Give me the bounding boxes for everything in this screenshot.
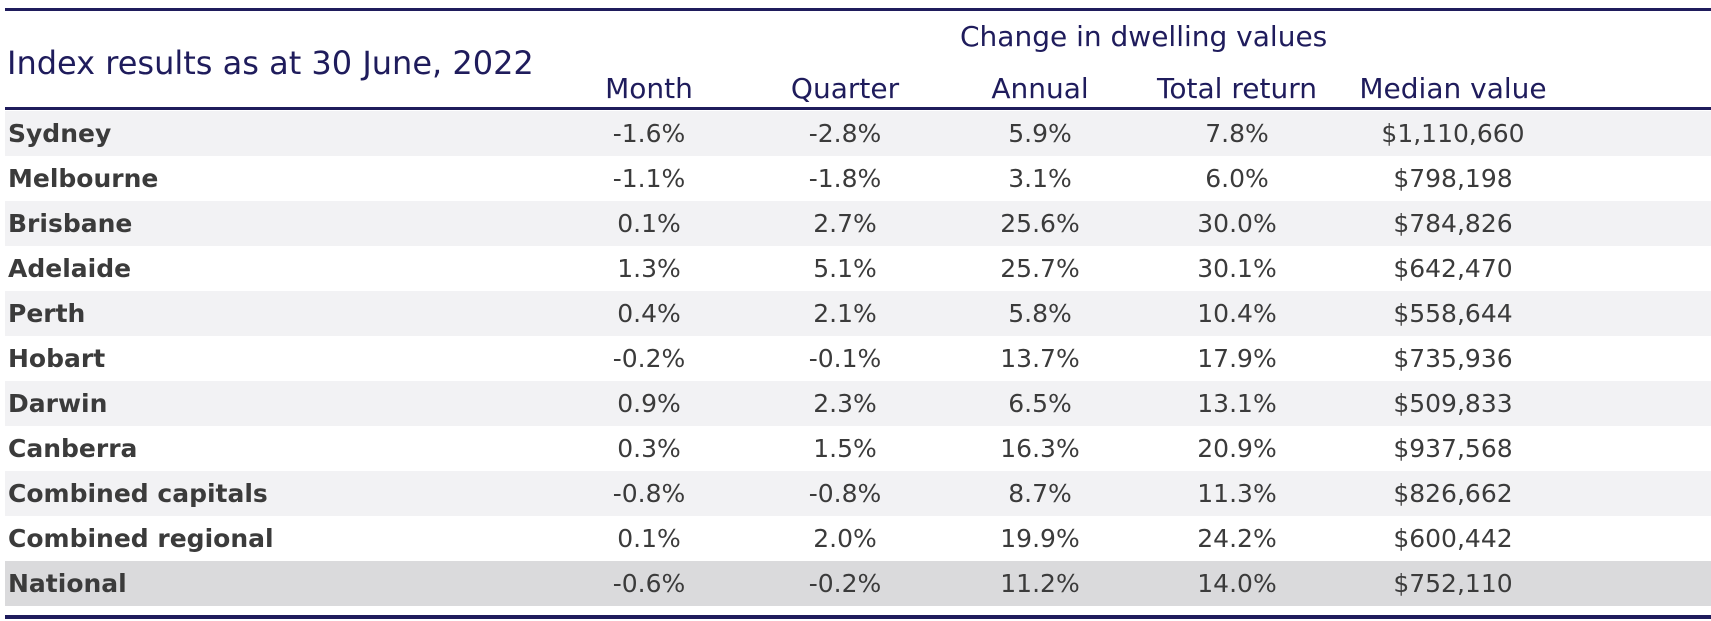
table-row: National -0.6% -0.2% 11.2% 14.0% $752,110 [5,561,1711,606]
table-cell: 25.6% [1000,209,1080,238]
table-cell: $509,833 [1393,389,1513,418]
table-row: Combined capitals -0.8% -0.8% 8.7% 11.3% $826… [5,471,1711,516]
row-label: Canberra [8,434,138,463]
table-body: Sydney -1.6% -2.8% 5.9% 7.8% $1,110,660 Melbou… [5,111,1711,606]
row-label: Melbourne [8,164,159,193]
header-rule [5,107,1711,110]
row-label: Adelaide [8,254,132,283]
row-label: Perth [8,299,86,328]
table-row: Perth 0.4% 2.1% 5.8% 10.4% $558,644 [5,291,1711,336]
table-row: Brisbane 0.1% 2.7% 25.6% 30.0% $784,826 [5,201,1711,246]
table-cell: $600,442 [1393,524,1513,553]
table-cell: $642,470 [1393,254,1513,283]
table-cell: 2.0% [813,524,877,553]
table-cell: $826,662 [1393,479,1513,508]
table-cell: 2.3% [813,389,877,418]
table-row: Canberra 0.3% 1.5% 16.3% 20.9% $937,568 [5,426,1711,471]
table-cell: -0.6% [612,569,686,598]
table-cell: 1.5% [813,434,877,463]
table-cell: 0.1% [617,524,681,553]
table-cell: 16.3% [1000,434,1080,463]
table-cell: 2.7% [813,209,877,238]
table-cell: $752,110 [1393,569,1513,598]
table-cell: 8.7% [1008,479,1072,508]
table-title: Index results as at 30 June, 2022 [7,44,534,82]
table-cell: $798,198 [1393,164,1513,193]
table-cell: $558,644 [1393,299,1513,328]
table-row: Darwin 0.9% 2.3% 6.5% 13.1% $509,833 [5,381,1711,426]
table-cell: -0.8% [612,479,686,508]
table-cell: 7.8% [1205,119,1269,148]
row-label: National [8,569,127,598]
table-cell: $937,568 [1393,434,1513,463]
table-cell: 5.8% [1008,299,1072,328]
table-cell: -0.1% [808,344,882,373]
table-cell: 13.7% [1000,344,1080,373]
column-header: Median value [1359,72,1547,105]
table-cell: 0.1% [617,209,681,238]
table-row: Hobart -0.2% -0.1% 13.7% 17.9% $735,936 [5,336,1711,381]
table-cell: $735,936 [1393,344,1513,373]
table-cell: 3.1% [1008,164,1072,193]
table-cell: $784,826 [1393,209,1513,238]
table-top-rule [5,8,1711,11]
table-cell: 17.9% [1197,344,1277,373]
row-label: Combined capitals [8,479,268,508]
column-group-header: Change in dwelling values [960,20,1328,53]
table-cell: 14.0% [1197,569,1277,598]
table-cell: 11.2% [1000,569,1080,598]
column-header: Quarter [790,72,900,105]
table-cell: -1.1% [612,164,686,193]
table-cell: 10.4% [1197,299,1277,328]
table-cell: -0.2% [612,344,686,373]
column-header: Month [605,72,693,105]
table-cell: 6.0% [1205,164,1269,193]
table-cell: 25.7% [1000,254,1080,283]
table-cell: 13.1% [1197,389,1277,418]
table-cell: 6.5% [1008,389,1072,418]
table-cell: 0.9% [617,389,681,418]
table-cell: -0.8% [808,479,882,508]
table-row: Sydney -1.6% -2.8% 5.9% 7.8% $1,110,660 [5,111,1711,156]
row-label: Darwin [8,389,108,418]
table-cell: 20.9% [1197,434,1277,463]
column-header: Total return [1157,72,1317,105]
row-label: Hobart [8,344,106,373]
table-cell: 2.1% [813,299,877,328]
table-cell: 5.1% [813,254,877,283]
table-cell: -2.8% [808,119,882,148]
table-cell: 0.4% [617,299,681,328]
table-row: Melbourne -1.1% -1.8% 3.1% 6.0% $798,198 [5,156,1711,201]
table-bottom-rule [5,615,1711,619]
table-cell: $1,110,660 [1381,119,1525,148]
table-cell: 5.9% [1008,119,1072,148]
row-label: Combined regional [8,524,274,553]
row-label: Sydney [8,119,112,148]
table-cell: 19.9% [1000,524,1080,553]
table-row: Combined regional 0.1% 2.0% 19.9% 24.2% $600,… [5,516,1711,561]
table-cell: -1.8% [808,164,882,193]
row-label: Brisbane [8,209,133,238]
table-cell: 11.3% [1197,479,1277,508]
table-row: Adelaide 1.3% 5.1% 25.7% 30.1% $642,470 [5,246,1711,291]
table-cell: 0.3% [617,434,681,463]
table-cell: 24.2% [1197,524,1277,553]
table-cell: -1.6% [612,119,686,148]
column-header: Annual [991,72,1089,105]
table-cell: 30.0% [1197,209,1277,238]
table-cell: 30.1% [1197,254,1277,283]
table-cell: -0.2% [808,569,882,598]
table-cell: 1.3% [617,254,681,283]
